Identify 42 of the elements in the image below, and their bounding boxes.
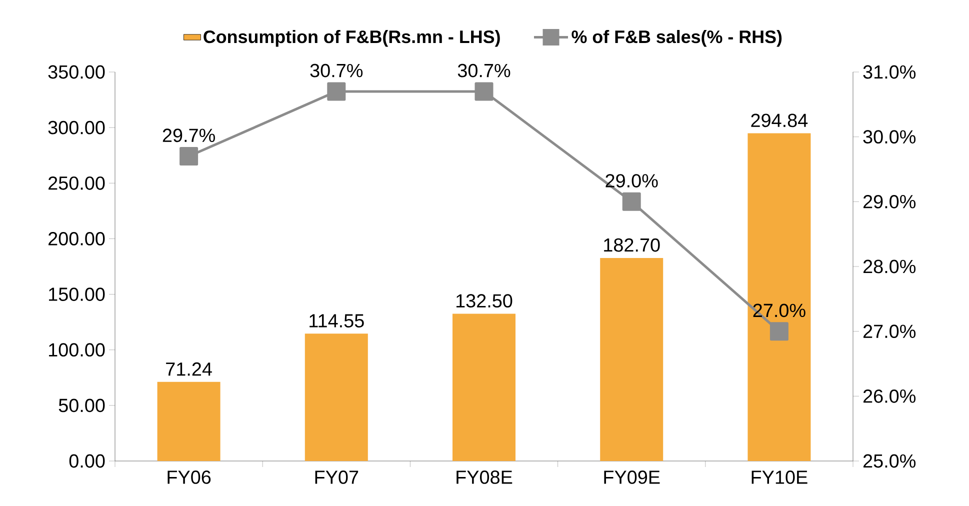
data-label: 132.50 — [456, 294, 512, 308]
x-tick-label: FY07 — [315, 470, 358, 484]
y2-tick-label: 25.0% — [863, 454, 916, 468]
data-label: 27.0% — [753, 304, 806, 318]
data-label: 30.7% — [458, 64, 510, 78]
point — [770, 322, 788, 341]
point — [180, 147, 198, 166]
data-label: 71.24 — [166, 362, 212, 376]
data-label: 182.70 — [604, 238, 660, 252]
y2-tick-label: 29.0% — [863, 194, 916, 208]
x-tick-label: FY09E — [604, 470, 660, 484]
point — [327, 82, 346, 101]
y2-tick-label: 30.0% — [863, 130, 916, 144]
y2-tick-label: 27.0% — [863, 324, 916, 338]
y-tick-label: 150.00 — [49, 288, 105, 301]
legend-label: Consumption of F&B(Rs.mn - LHS) — [204, 30, 500, 47]
bar — [157, 382, 220, 461]
data-label: 29.0% — [606, 174, 658, 188]
x-tick-label: FY08E — [456, 470, 512, 484]
y-tick-label: 100.00 — [49, 343, 105, 357]
y-tick-label: 250.00 — [48, 176, 105, 190]
data-label: 30.7% — [310, 64, 363, 78]
x-tick-label: FY10E — [752, 470, 808, 484]
point — [622, 192, 641, 211]
bar — [748, 133, 811, 461]
data-label: 29.7% — [162, 128, 215, 142]
bar — [452, 314, 516, 461]
y-tick-label: 350.00 — [48, 65, 105, 79]
bar — [304, 334, 368, 461]
y-tick-label: 200.00 — [48, 232, 105, 246]
bar — [600, 258, 664, 461]
data-label: 294.84 — [751, 114, 808, 128]
y-tick-label: 0.00 — [69, 454, 105, 468]
x-tick-label: FY06 — [168, 470, 211, 484]
y2-tick-label: 26.0% — [863, 389, 916, 403]
y-tick-label: 50.00 — [58, 398, 105, 412]
y2-tick-label: 28.0% — [863, 260, 916, 274]
y2-tick-label: 31.0% — [863, 65, 916, 79]
data-label: 114.55 — [310, 314, 364, 328]
point — [474, 82, 494, 101]
y-tick-label: 300.00 — [48, 120, 105, 134]
legend-label: % of F&B sales(% - RHS) — [572, 30, 782, 47]
